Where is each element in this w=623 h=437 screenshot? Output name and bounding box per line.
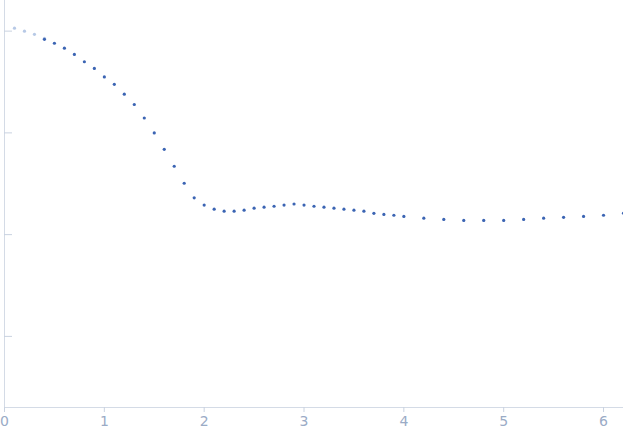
svg-text:0: 0: [0, 413, 9, 429]
svg-text:4: 4: [399, 413, 408, 429]
svg-text:5: 5: [499, 413, 508, 429]
svg-text:6: 6: [599, 413, 608, 429]
svg-text:1: 1: [100, 413, 109, 429]
svg-text:3: 3: [300, 413, 309, 429]
svg-text:2: 2: [200, 413, 209, 429]
